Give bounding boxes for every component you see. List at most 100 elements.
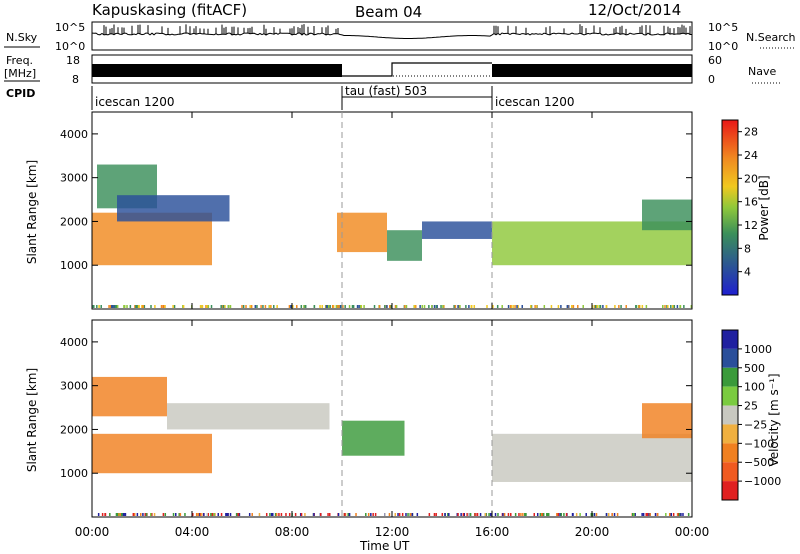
power-baseline-speckle [134, 305, 136, 308]
velocity-baseline-speckle [632, 513, 634, 516]
velocity-baseline-speckle [687, 513, 690, 516]
velocity-baseline-speckle [476, 513, 478, 516]
velocity-baseline-speckle [210, 513, 212, 516]
power-baseline-speckle [431, 305, 433, 308]
power-baseline-speckle [260, 305, 262, 308]
power-baseline-speckle [116, 305, 119, 308]
velocity-baseline-speckle [563, 513, 565, 516]
velocity-baseline-speckle [556, 513, 558, 516]
power-panel: 1000 2000 3000 4000 Slant Range [km] 28 24 20… [25, 111, 771, 310]
power-baseline-speckle [690, 305, 693, 308]
power-baseline-speckle [404, 305, 406, 308]
power-baseline-speckle [264, 305, 267, 308]
velocity-baseline-speckle [199, 513, 201, 516]
velocity-ytick-label: 1000 [60, 467, 88, 480]
velocity-baseline-speckle [367, 513, 370, 516]
power-baseline-speckle [363, 305, 365, 308]
power-baseline-speckle [262, 305, 264, 308]
velocity-colorbar-tick: −500 [744, 456, 774, 469]
nsearch-label: N.Search [746, 31, 796, 44]
velocity-baseline-speckle [227, 513, 229, 516]
nave-tick-high: 60 [708, 54, 722, 67]
velocity-baseline-speckle [503, 513, 506, 516]
velocity-baseline-speckle [428, 513, 431, 516]
velocity-colorbar-band [722, 386, 738, 406]
velocity-baseline-speckle [119, 513, 121, 516]
velocity-colorbar-tick: 25 [744, 400, 758, 413]
velocity-baseline-speckle [593, 513, 596, 516]
velocity-baseline-speckle [435, 513, 437, 516]
velocity-baseline-speckle [121, 513, 123, 516]
power-baseline-speckle [594, 305, 596, 308]
velocity-baseline-speckle [299, 513, 302, 516]
velocity-baseline-speckle [409, 513, 412, 516]
power-baseline-speckle [242, 305, 245, 308]
power-baseline-speckle [250, 305, 253, 308]
velocity-baseline-speckle [607, 513, 610, 516]
velocity-baseline-speckle [337, 513, 340, 516]
power-baseline-speckle [543, 305, 546, 308]
power-baseline-speckle [637, 305, 640, 308]
nsky-strip: N.Sky 10^5 10^0 N.Search 10^5 10^0 [4, 21, 796, 53]
velocity-baseline-speckle [104, 513, 107, 516]
velocity-echo-region [167, 403, 330, 430]
power-baseline-speckle [384, 305, 386, 308]
power-baseline-speckle [473, 305, 476, 308]
power-baseline-speckle [348, 305, 351, 308]
velocity-echo-region [492, 433, 692, 482]
time-tick-label: 20:00 [575, 525, 610, 539]
velocity-baseline-speckle [272, 513, 274, 516]
power-baseline-speckle [249, 305, 251, 308]
power-baseline-speckle [142, 305, 144, 308]
velocity-colorbar-band [722, 424, 738, 444]
power-baseline-speckle [338, 305, 340, 308]
power-baseline-speckle [329, 305, 331, 308]
velocity-baseline-speckle [485, 513, 488, 516]
power-baseline-speckle [378, 305, 381, 308]
power-baseline-speckle [115, 305, 118, 308]
power-baseline-speckle [227, 305, 230, 308]
power-baseline-speckle [405, 305, 408, 308]
power-baseline-speckle [517, 305, 519, 308]
power-baseline-speckle [270, 305, 272, 308]
velocity-baseline-speckle [536, 513, 539, 516]
velocity-baseline-speckle [133, 513, 136, 516]
velocity-baseline-speckle [124, 513, 127, 516]
velocity-baseline-speckle [460, 513, 462, 516]
velocity-ytick-label: 2000 [60, 423, 88, 436]
power-colorbar-tick: 24 [744, 149, 758, 162]
power-baseline-speckle [641, 305, 644, 308]
velocity-baseline-speckle [150, 513, 152, 516]
velocity-baseline-speckle [355, 513, 357, 516]
velocity-baseline-speckle [226, 513, 228, 516]
power-baseline-speckle [620, 305, 622, 308]
power-baseline-speckle [428, 305, 430, 308]
nave-line [342, 62, 492, 77]
velocity-baseline-speckle [206, 513, 208, 516]
velocity-baseline-speckle [398, 513, 401, 516]
power-baseline-speckle [453, 305, 455, 308]
velocity-baseline-speckle [642, 513, 645, 516]
time-axis-label: Time UT [359, 539, 410, 553]
velocity-baseline-speckle [484, 513, 487, 516]
power-baseline-speckle [459, 305, 461, 308]
freq-block [92, 64, 342, 77]
velocity-baseline-speckle [645, 513, 647, 516]
velocity-baseline-speckle [397, 513, 399, 516]
power-baseline-speckle [683, 305, 685, 308]
velocity-baseline-speckle [117, 513, 120, 516]
velocity-baseline-speckle [518, 513, 520, 516]
nsearch-tick-low: 10^0 [708, 40, 738, 53]
power-colorbar-tick: 8 [744, 242, 751, 255]
velocity-colorbar-tick: −25 [744, 418, 767, 431]
power-echo-region [117, 195, 230, 222]
velocity-baseline-speckle [456, 513, 459, 516]
power-baseline-speckle [618, 305, 620, 308]
power-baseline-speckle [389, 305, 391, 308]
power-echo-region [642, 199, 692, 231]
power-ytick-label: 1000 [60, 259, 88, 272]
power-baseline-speckle [530, 305, 532, 308]
velocity-baseline-speckle [198, 513, 200, 516]
velocity-baseline-speckle [274, 513, 277, 516]
power-baseline-speckle [164, 305, 166, 308]
